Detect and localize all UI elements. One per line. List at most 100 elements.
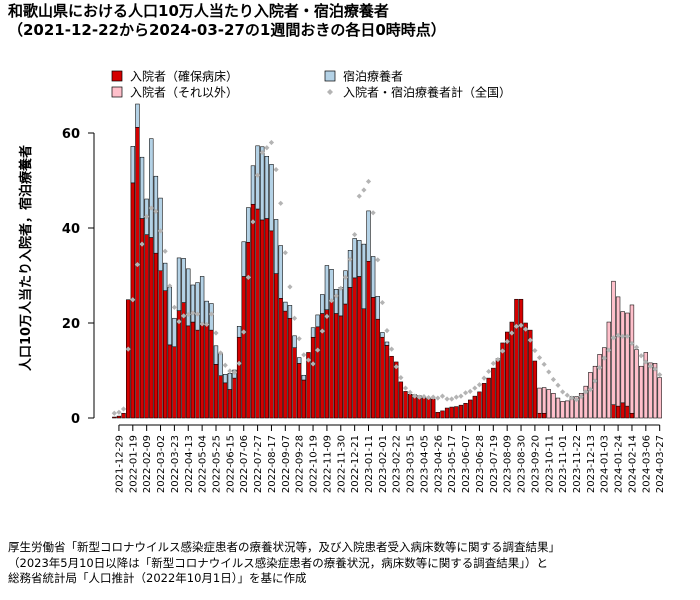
bar-hotel-2023-02-08 <box>384 341 390 346</box>
bar-hospital_severe-2023-05-24 <box>454 406 459 419</box>
bar-hotel-2022-09-14 <box>287 305 293 319</box>
national-point-2023-03-22 <box>412 393 418 399</box>
national-point-2023-04-19 <box>430 394 436 400</box>
national-point-2024-03-13 <box>647 363 654 369</box>
legend-swatch-hotel <box>324 70 336 82</box>
national-point-2024-01-03 <box>601 355 607 361</box>
national-point-2022-01-05 <box>120 406 127 412</box>
bar-hospital_other-2024-03-20 <box>652 363 658 419</box>
national-point-2023-09-13 <box>527 337 533 343</box>
national-point-2023-08-09 <box>504 338 510 345</box>
bar-hospital_severe-2022-06-22 <box>232 377 237 419</box>
x-tick-label-2022-07-27: 2022-07-27 <box>253 435 264 493</box>
national-point-2022-03-09 <box>162 248 168 254</box>
bar-hospital_severe-2022-06-01 <box>218 375 223 419</box>
bar-hospital_other-2023-10-04 <box>541 387 547 414</box>
legend-label-hotel: 宿泊療養者 <box>343 69 403 84</box>
bar-hospital_severe-2022-06-15 <box>227 389 233 419</box>
bar-hospital_severe-2023-06-21 <box>472 395 477 419</box>
bar-hotel-2022-06-01 <box>218 352 223 377</box>
chart-title: 和歌山県における人口10万人当たり入院者・宿泊療養者 （2021-12-22から… <box>8 2 446 40</box>
bar-hospital_severe-2022-02-23 <box>153 252 159 419</box>
bar-hospital_severe-2022-03-09 <box>162 290 168 419</box>
national-point-2022-12-28 <box>356 193 362 199</box>
national-point-2022-07-13 <box>245 274 251 280</box>
national-point-2022-10-12 <box>305 357 312 363</box>
bar-hospital_severe-2023-01-11 <box>366 260 371 419</box>
national-point-2022-11-02 <box>319 328 325 334</box>
bar-hospital_severe-2022-11-16 <box>329 299 334 419</box>
source-note-line1: 厚生労働省「新型コロナウイルス感染症患者の療養状況等，及び入院患者受入病床数等に… <box>8 540 560 554</box>
national-point-2022-05-11 <box>204 321 210 328</box>
national-point-2022-09-21 <box>291 315 298 321</box>
national-point-2022-06-29 <box>236 360 242 366</box>
national-point-2024-02-28 <box>638 353 644 359</box>
bar-hotel-2022-06-08 <box>223 374 228 384</box>
bar-hotel-2022-12-21 <box>352 238 357 279</box>
national-point-2022-12-07 <box>342 274 348 280</box>
bar-hospital_severe-2023-06-07 <box>463 402 468 419</box>
national-point-2023-06-07 <box>462 390 469 396</box>
national-point-2023-02-08 <box>384 328 390 334</box>
national-point-2023-07-19 <box>490 360 496 366</box>
bar-hotel-2023-01-04 <box>361 243 367 310</box>
x-tick-label-2023-06-28: 2023-06-28 <box>475 435 486 493</box>
bar-hospital_severe-2023-03-01 <box>398 381 404 419</box>
bar-hospital_other-2023-09-27 <box>537 387 542 414</box>
national-point-2022-09-14 <box>287 284 293 290</box>
national-point-2022-03-02 <box>157 228 164 234</box>
national-point-2022-07-06 <box>241 329 247 335</box>
bar-hospital_other-2024-02-14 <box>629 304 635 414</box>
bar-hotel-2022-11-02 <box>320 294 325 314</box>
national-point-2024-01-24 <box>615 332 621 338</box>
x-tick-label-2022-05-25: 2022-05-25 <box>211 435 222 493</box>
x-tick-label-2024-02-14: 2024-02-14 <box>627 435 638 493</box>
x-tick-label-2023-09-20: 2023-09-20 <box>530 435 541 493</box>
bar-hospital_other-2023-12-27 <box>597 354 602 419</box>
bar-hospital_severe-2022-07-20 <box>250 203 256 419</box>
x-tick-label-2023-04-26: 2023-04-26 <box>433 435 444 493</box>
national-point-2023-02-22 <box>393 364 399 370</box>
x-tick-label-2023-08-30: 2023-08-30 <box>517 435 528 493</box>
bar-hotel-2022-08-03 <box>260 146 265 221</box>
bar-hotel-2022-07-13 <box>246 207 251 243</box>
national-point-2022-08-24 <box>273 166 279 173</box>
bar-hotel-2022-04-13 <box>186 268 191 327</box>
y-tick-label-60: 60 <box>62 127 80 142</box>
x-tick-label-2024-03-27: 2024-03-27 <box>655 435 666 493</box>
bar-hospital_severe-2022-08-31 <box>278 298 283 419</box>
national-point-2024-02-21 <box>633 344 640 350</box>
national-point-2022-12-14 <box>347 256 353 262</box>
national-point-2023-05-31 <box>458 393 464 399</box>
x-tick-label-2022-09-28: 2022-09-28 <box>295 435 306 493</box>
source-note-line2: （2023年5月10日以降は「新型コロナウイルス感染症患者の療養状況，病床数等に… <box>8 555 548 570</box>
bar-hospital_severe-2023-01-25 <box>375 318 380 419</box>
national-point-2022-11-16 <box>328 298 335 304</box>
bar-hospital_severe-2022-03-23 <box>172 346 177 419</box>
bar-hospital_severe-2023-08-23 <box>514 298 519 419</box>
bar-hospital_severe-2022-11-09 <box>324 309 330 419</box>
bar-hospital_severe-2023-08-16 <box>509 321 514 419</box>
bar-hospital_severe-2023-07-12 <box>486 377 491 419</box>
x-tick-label-2022-06-15: 2022-06-15 <box>225 435 236 493</box>
national-point-2023-04-05 <box>421 394 427 400</box>
national-point-2023-04-26 <box>435 395 441 401</box>
x-tick-label-2021-12-29: 2021-12-29 <box>114 435 125 493</box>
national-point-2022-09-07 <box>282 250 288 256</box>
bar-hospital_other-2024-02-28 <box>639 365 644 419</box>
bar-hospital_other-2024-03-13 <box>648 362 653 419</box>
bar-hospital_severe-2023-01-04 <box>361 308 367 419</box>
bar-hospital_severe-2022-08-10 <box>264 218 270 419</box>
bar-hospital_other-2023-12-06 <box>583 385 588 419</box>
bar-hotel-2022-05-04 <box>199 276 205 325</box>
bar-hotel-2022-05-11 <box>204 300 209 324</box>
x-tick-label-2023-10-11: 2023-10-11 <box>544 435 555 493</box>
bar-hospital_severe-2023-02-08 <box>384 345 390 419</box>
national-point-2023-09-20 <box>532 347 538 354</box>
national-point-2022-03-23 <box>171 304 177 310</box>
national-point-2022-02-09 <box>144 214 150 220</box>
bar-hospital_severe-2022-12-28 <box>357 276 362 419</box>
bar-hospital_severe-2024-02-07 <box>625 405 630 419</box>
bar-hospital_other-2023-10-25 <box>555 397 561 419</box>
national-point-2023-02-15 <box>389 346 395 352</box>
